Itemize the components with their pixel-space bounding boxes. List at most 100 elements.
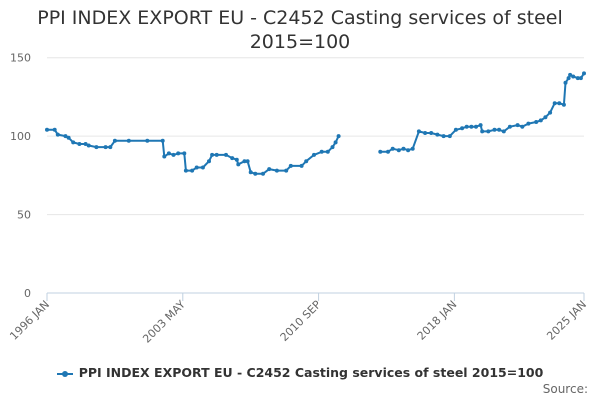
data-point[interactable] bbox=[261, 171, 265, 176]
data-point[interactable] bbox=[83, 142, 88, 146]
data-point[interactable] bbox=[234, 157, 239, 162]
data-point[interactable] bbox=[63, 134, 68, 139]
data-point[interactable] bbox=[200, 165, 205, 170]
data-point[interactable] bbox=[526, 121, 531, 126]
data-point[interactable] bbox=[230, 156, 235, 161]
data-point[interactable] bbox=[386, 149, 390, 154]
data-point[interactable] bbox=[108, 145, 113, 150]
data-point[interactable] bbox=[534, 120, 539, 124]
data-point[interactable] bbox=[557, 101, 562, 106]
data-point[interactable] bbox=[304, 159, 309, 164]
data-point[interactable] bbox=[284, 168, 289, 173]
data-point[interactable] bbox=[66, 135, 71, 140]
data-point[interactable] bbox=[71, 140, 76, 145]
data-point[interactable] bbox=[103, 145, 108, 150]
data-point[interactable] bbox=[582, 71, 586, 76]
data-point[interactable] bbox=[224, 152, 228, 157]
data-point[interactable] bbox=[406, 148, 411, 153]
data-point[interactable] bbox=[378, 149, 383, 154]
data-point[interactable] bbox=[441, 134, 446, 139]
data-point[interactable] bbox=[578, 76, 583, 81]
data-point[interactable] bbox=[486, 129, 491, 134]
data-point[interactable] bbox=[52, 127, 57, 132]
data-point[interactable] bbox=[390, 146, 395, 151]
data-point[interactable] bbox=[299, 163, 304, 168]
data-point[interactable] bbox=[288, 163, 293, 168]
legend[interactable]: PPI INDEX EXPORT EU - C2452 Casting serv… bbox=[0, 365, 600, 380]
data-point[interactable] bbox=[253, 171, 258, 176]
gridlines bbox=[47, 57, 584, 216]
data-point[interactable] bbox=[171, 152, 176, 157]
data-point[interactable] bbox=[563, 80, 568, 85]
data-point[interactable] bbox=[94, 145, 99, 150]
data-point[interactable] bbox=[242, 159, 247, 164]
data-point[interactable] bbox=[480, 129, 485, 134]
data-point[interactable] bbox=[274, 168, 279, 173]
data-point[interactable] bbox=[319, 149, 324, 154]
data-point[interactable] bbox=[325, 149, 330, 154]
data-point[interactable] bbox=[543, 115, 548, 120]
data-point[interactable] bbox=[145, 138, 150, 143]
data-point[interactable] bbox=[460, 126, 465, 131]
data-point[interactable] bbox=[464, 124, 469, 129]
data-point[interactable] bbox=[77, 142, 82, 146]
x-tick-label: 2018 JAN bbox=[415, 298, 460, 343]
chart-title: PPI INDEX EXPORT EU - C2452 Casting serv… bbox=[0, 6, 600, 54]
data-point[interactable] bbox=[190, 168, 195, 173]
data-point[interactable] bbox=[575, 76, 580, 81]
data-point[interactable] bbox=[267, 167, 272, 172]
data-point[interactable] bbox=[55, 132, 60, 137]
data-point[interactable] bbox=[568, 72, 573, 77]
data-point[interactable] bbox=[552, 101, 557, 106]
y-tick-label: 150 bbox=[10, 52, 31, 65]
data-point[interactable] bbox=[474, 124, 478, 129]
data-point[interactable] bbox=[429, 131, 434, 135]
data-point[interactable] bbox=[501, 129, 506, 134]
data-point[interactable] bbox=[548, 110, 553, 115]
data-point[interactable] bbox=[566, 76, 571, 81]
data-point[interactable] bbox=[538, 118, 543, 123]
data-point[interactable] bbox=[478, 123, 483, 128]
data-point[interactable] bbox=[336, 134, 341, 139]
data-point[interactable] bbox=[207, 159, 211, 164]
data-point[interactable] bbox=[236, 162, 241, 167]
data-point[interactable] bbox=[416, 129, 421, 134]
data-point[interactable] bbox=[333, 140, 338, 145]
data-point[interactable] bbox=[469, 124, 474, 129]
data-point[interactable] bbox=[507, 124, 512, 129]
data-point[interactable] bbox=[453, 127, 458, 132]
x-tick-label: 1996 JAN bbox=[7, 298, 52, 343]
data-point[interactable] bbox=[497, 127, 502, 132]
data-point[interactable] bbox=[166, 151, 171, 156]
data-point[interactable] bbox=[447, 134, 452, 139]
data-point[interactable] bbox=[112, 138, 117, 143]
data-point[interactable] bbox=[248, 170, 253, 175]
data-point[interactable] bbox=[520, 124, 525, 129]
data-point[interactable] bbox=[210, 152, 215, 157]
data-point[interactable] bbox=[214, 152, 219, 157]
data-point[interactable] bbox=[492, 127, 497, 132]
chart-title-line-1: PPI INDEX EXPORT EU - C2452 Casting serv… bbox=[37, 7, 563, 29]
data-point[interactable] bbox=[160, 138, 165, 143]
data-point[interactable] bbox=[312, 152, 316, 157]
data-point[interactable] bbox=[245, 159, 250, 164]
data-point[interactable] bbox=[515, 123, 520, 128]
data-point[interactable] bbox=[410, 146, 415, 151]
data-point[interactable] bbox=[183, 168, 188, 173]
legend-label: PPI INDEX EXPORT EU - C2452 Casting serv… bbox=[78, 365, 544, 380]
data-point[interactable] bbox=[162, 154, 167, 159]
data-point[interactable] bbox=[194, 165, 199, 170]
data-point[interactable] bbox=[396, 148, 401, 153]
data-point[interactable] bbox=[45, 127, 49, 132]
data-point[interactable] bbox=[423, 131, 428, 135]
data-point[interactable] bbox=[176, 151, 181, 156]
data-point[interactable] bbox=[561, 102, 566, 107]
data-point[interactable] bbox=[126, 138, 131, 143]
data-point[interactable] bbox=[401, 146, 406, 151]
data-point[interactable] bbox=[571, 74, 576, 79]
data-point[interactable] bbox=[182, 151, 187, 156]
series-line[interactable] bbox=[380, 72, 585, 153]
data-point[interactable] bbox=[435, 132, 440, 137]
data-point[interactable] bbox=[86, 143, 91, 148]
data-point[interactable] bbox=[330, 145, 335, 150]
